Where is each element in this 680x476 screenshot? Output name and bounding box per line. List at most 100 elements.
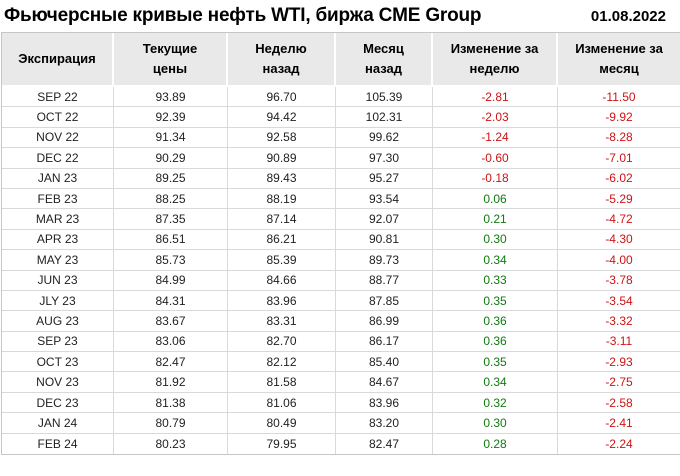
table-row: OCT 22 92.39 94.42 102.31 -2.03 -9.92 [2,107,680,128]
expiration-cell: APR 23 [2,229,114,251]
month-ago-cell: 90.81 [336,229,433,251]
expiration-cell: MAR 23 [2,209,114,230]
week-change-cell: 0.34 [433,250,558,271]
table-row: SEP 22 93.89 96.70 105.39 -2.81 -11.50 [2,87,680,108]
table-row: JAN 23 89.25 89.43 95.27 -0.18 -6.02 [2,168,680,189]
current-price-cell: 81.92 [114,372,228,393]
expiration-cell: SEP 22 [2,87,114,108]
header-row: Экспирация Текущие цены Неделю назад Мес… [2,33,680,87]
month-ago-cell: 92.07 [336,209,433,230]
month-ago-cell: 86.99 [336,311,433,332]
month-change-cell: -8.28 [558,127,680,149]
month-ago-cell: 97.30 [336,148,433,169]
expiration-cell: JUN 23 [2,270,114,291]
month-ago-cell: 82.47 [336,433,433,455]
column-header-month-ago: Месяц назад [336,33,433,87]
expiration-cell: DEC 23 [2,392,114,414]
table-row: SEP 23 83.06 82.70 86.17 0.36 -3.11 [2,331,680,353]
week-change-cell: -2.03 [433,107,558,128]
current-price-cell: 88.25 [114,188,228,210]
month-ago-cell: 85.40 [336,352,433,373]
month-change-cell: -4.72 [558,209,680,230]
week-change-cell: 0.06 [433,188,558,210]
table-row: MAY 23 85.73 85.39 89.73 0.34 -4.00 [2,250,680,271]
week-change-cell: 0.34 [433,372,558,393]
month-ago-cell: 89.73 [336,250,433,271]
week-ago-cell: 82.70 [228,331,336,353]
week-change-cell: 0.30 [433,413,558,434]
current-price-cell: 84.99 [114,270,228,291]
week-ago-cell: 81.58 [228,372,336,393]
current-price-cell: 87.35 [114,209,228,230]
table-row: DEC 22 90.29 90.89 97.30 -0.60 -7.01 [2,148,680,169]
month-ago-cell: 83.96 [336,392,433,414]
expiration-cell: MAY 23 [2,250,114,271]
week-ago-cell: 83.31 [228,311,336,332]
month-change-cell: -3.54 [558,290,680,312]
current-price-cell: 93.89 [114,87,228,108]
month-change-cell: -11.50 [558,87,680,108]
expiration-cell: FEB 24 [2,433,114,455]
current-price-cell: 86.51 [114,229,228,251]
week-change-cell: 0.36 [433,311,558,332]
expiration-cell: DEC 22 [2,148,114,169]
month-ago-cell: 88.77 [336,270,433,291]
week-change-cell: 0.35 [433,290,558,312]
month-change-cell: -3.11 [558,331,680,353]
current-price-cell: 80.23 [114,433,228,455]
week-ago-cell: 86.21 [228,229,336,251]
week-ago-cell: 84.66 [228,270,336,291]
expiration-cell: JAN 24 [2,413,114,434]
table-row: JLY 23 84.31 83.96 87.85 0.35 -3.54 [2,290,680,312]
week-ago-cell: 79.95 [228,433,336,455]
current-price-cell: 80.79 [114,413,228,434]
month-change-cell: -5.29 [558,188,680,210]
current-price-cell: 92.39 [114,107,228,128]
futures-table: Экспирация Текущие цены Неделю назад Мес… [1,32,680,456]
month-change-cell: -4.00 [558,250,680,271]
month-ago-cell: 99.62 [336,127,433,149]
table-row: FEB 23 88.25 88.19 93.54 0.06 -5.29 [2,188,680,210]
month-ago-cell: 93.54 [336,188,433,210]
week-change-cell: 0.35 [433,352,558,373]
month-change-cell: -2.75 [558,372,680,393]
week-change-cell: -0.18 [433,168,558,189]
week-change-cell: 0.28 [433,433,558,455]
table-row: AUG 23 83.67 83.31 86.99 0.36 -3.32 [2,311,680,332]
column-header-month-change: Изменение за месяц [558,33,680,87]
week-ago-cell: 83.96 [228,290,336,312]
week-ago-cell: 89.43 [228,168,336,189]
week-change-cell: 0.32 [433,392,558,414]
current-price-cell: 91.34 [114,127,228,149]
current-price-cell: 89.25 [114,168,228,189]
week-ago-cell: 88.19 [228,188,336,210]
month-ago-cell: 87.85 [336,290,433,312]
month-change-cell: -3.32 [558,311,680,332]
column-header-week-change: Изменение за неделю [433,33,558,87]
expiration-cell: JAN 23 [2,168,114,189]
column-header-current-price: Текущие цены [114,33,228,87]
month-change-cell: -3.78 [558,270,680,291]
expiration-cell: NOV 23 [2,372,114,393]
week-change-cell: 0.30 [433,229,558,251]
month-ago-cell: 95.27 [336,168,433,189]
week-change-cell: -2.81 [433,87,558,108]
month-ago-cell: 83.20 [336,413,433,434]
column-header-week-ago: Неделю назад [228,33,336,87]
week-ago-cell: 87.14 [228,209,336,230]
table-row: OCT 23 82.47 82.12 85.40 0.35 -2.93 [2,352,680,373]
week-change-cell: -1.24 [433,127,558,149]
week-ago-cell: 81.06 [228,392,336,414]
current-price-cell: 90.29 [114,148,228,169]
table-row: JUN 23 84.99 84.66 88.77 0.33 -3.78 [2,270,680,291]
month-ago-cell: 86.17 [336,331,433,353]
expiration-cell: NOV 22 [2,127,114,149]
current-price-cell: 83.06 [114,331,228,353]
table-row: NOV 23 81.92 81.58 84.67 0.34 -2.75 [2,372,680,393]
table-row: MAR 23 87.35 87.14 92.07 0.21 -4.72 [2,209,680,230]
expiration-cell: FEB 23 [2,188,114,210]
week-ago-cell: 85.39 [228,250,336,271]
expiration-cell: SEP 23 [2,331,114,353]
month-ago-cell: 84.67 [336,372,433,393]
current-price-cell: 83.67 [114,311,228,332]
